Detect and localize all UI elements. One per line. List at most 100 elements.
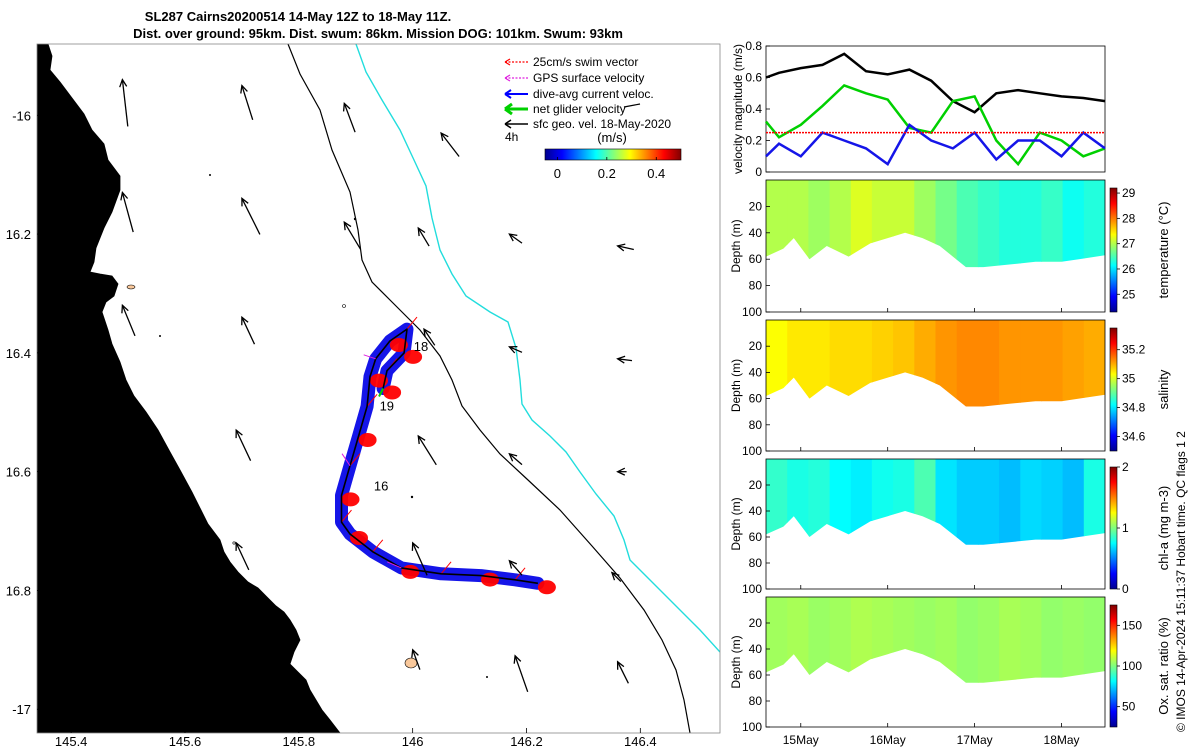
geo-vector-head [411,648,419,658]
section-cell [935,597,958,683]
swim-vector-cluster [401,564,420,579]
geo-vector [508,560,523,576]
title-line-1: SL287 Cairns20200514 14-May 12Z to 18-Ma… [145,9,451,24]
map-y-tick-label: 16.4 [6,346,31,361]
geo-vector-head [119,78,128,88]
colorbar-tick-label: 25 [1122,287,1136,301]
geo-vector-head [235,541,243,551]
day-label: 18 [414,339,428,354]
geo-vector [611,572,622,583]
section-cell [977,459,1000,545]
section-cell [766,180,788,268]
geo-vector [241,198,261,235]
map-x-tick-label: 146 [402,734,424,749]
section-cell [1083,320,1105,407]
depth-tick-label: 100 [742,582,762,596]
section-cell [1083,180,1105,268]
map-x-tick-label: 145.4 [55,734,88,749]
geo-vector [509,346,523,353]
colorbar-tick-label: 35 [1122,372,1136,386]
reef [342,304,346,308]
island [126,284,136,290]
swim-vector-cluster [537,580,556,595]
map-axes: 145.4 145.6 145.8 146 146.2 146.4 -16 16.2 16.4 1… [6,108,657,749]
depth-tick-label: 20 [749,616,763,630]
colorbar-label: chl-a (mg m-3) [1156,486,1171,571]
geo-vector [241,649,252,672]
section-cell [1041,180,1064,268]
legend-current-arrow-icon [504,89,512,99]
reef [410,495,414,499]
section-cell [1041,459,1064,545]
section-cell [935,320,958,407]
map-x-tick-label: 146.2 [510,734,543,749]
colorbar-tick-label: 28 [1122,211,1136,225]
time-tick-label: 18May [1044,733,1080,747]
geo-vector [514,655,529,693]
section-cell [1062,597,1085,683]
section-cell [829,320,852,407]
velocity-series-line [765,52,1106,114]
time-tick-label: 15May [783,733,819,747]
geo-vector-head [411,541,420,551]
depth-tick-label: 80 [749,556,763,570]
depth-tick-label: 100 [742,720,762,734]
section-cell [935,180,958,268]
legend-entry: dive-avg current veloc. [533,87,654,101]
geo-vector [417,227,430,247]
depth-tick-label: 60 [749,252,763,266]
colorbar-tick-label: 0.2 [598,166,616,181]
reef [486,676,488,678]
reef [209,174,211,176]
gps-surface-vector [363,354,376,360]
geo-vector-head [440,131,449,142]
geo-vector-head [235,428,243,439]
geo-vector-head [120,191,129,201]
geo-vector-head [423,327,432,338]
time-tick-label: 16May [870,733,906,747]
section-cell [808,459,831,545]
section-cell [999,597,1021,683]
colorbar-tick-label: 34.8 [1122,401,1146,415]
map-x-tick-label: 146.4 [624,734,657,749]
depth-axis-label: Depth (m) [729,219,743,272]
geo-vector [121,429,131,449]
geo-vector-head [610,571,620,581]
velocity-y-tick-label: 0.4 [745,102,762,116]
isobath-1000m [355,44,720,653]
colorbar-tick-label: 26 [1122,262,1136,276]
geo-vector [235,429,252,461]
colorbar-tick-label: 100 [1122,659,1142,673]
colorbar-tick-label: 0 [1122,582,1129,596]
title-line-2: Dist. over ground: 95km. Dist. swum: 86k… [133,26,623,41]
swim-vector [372,539,384,553]
section-panel: 20 40 60 80 100 Depth (m) 0 1 2 chl-a (mg m-3) [729,458,1171,596]
legend: 25cm/s swim vector GPS surface velocity … [504,55,682,181]
section-cell [829,180,852,268]
geo-vector [121,192,134,233]
section-cell [1020,459,1043,545]
geo-vector [241,316,256,345]
velocity-y-tick-label: 0 [755,165,762,179]
geo-vector [509,233,523,244]
day-label: 16 [374,479,388,494]
section-cell [1020,597,1043,683]
section-cell [999,459,1021,545]
depth-tick-label: 80 [749,418,763,432]
geo-vector [617,358,633,362]
map-frame [36,43,721,734]
geo-vector [343,103,356,133]
swim-vector-cluster [383,385,402,400]
swim-vector [366,393,378,407]
section-cell [956,597,979,683]
legend-swim-arrow-icon [504,58,511,66]
geo-vector [121,305,136,337]
velocity-y-label: velocity magnitude (m/s) [731,44,745,174]
geo-vector [417,435,437,466]
geo-vector-head [417,226,426,237]
section-cell [977,180,1000,268]
section-cell [808,180,831,268]
section-cell [1020,180,1043,268]
